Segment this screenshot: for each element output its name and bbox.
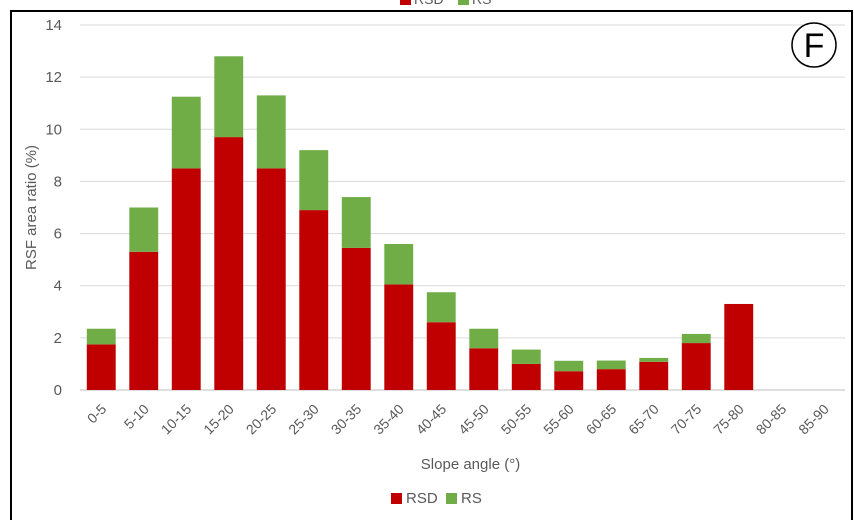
x-tick-label: 20-25 — [243, 401, 280, 438]
x-tick-label: 85-90 — [795, 401, 832, 438]
x-tick-label: 15-20 — [200, 401, 237, 438]
bar-rs-50-55 — [511, 349, 541, 364]
bar-rs-30-35 — [341, 197, 371, 248]
bar-rsd-20-25 — [256, 168, 286, 390]
x-tick-label: 0-5 — [84, 401, 110, 427]
y-tick-label: 6 — [54, 226, 62, 243]
top-legend-swatch-rsd — [400, 0, 411, 5]
bar-rs-45-50 — [469, 328, 499, 349]
bar-rsd-55-60 — [554, 371, 584, 390]
legend-swatch-rs — [446, 493, 457, 504]
top-legend-swatch-rs — [458, 0, 469, 5]
x-tick-label: 35-40 — [370, 401, 407, 438]
x-tick-label: 65-70 — [625, 401, 662, 438]
bar-rsd-0-5 — [86, 344, 116, 390]
y-tick-label: 14 — [45, 17, 62, 34]
bar-rsd-50-55 — [511, 363, 541, 390]
y-tick-label: 2 — [54, 330, 62, 347]
bar-rsd-15-20 — [214, 137, 244, 390]
y-tick-label: 10 — [45, 121, 62, 138]
y-tick-label: 4 — [54, 278, 62, 295]
bar-rs-55-60 — [554, 360, 584, 372]
top-legend-label-rsd: RSD — [414, 0, 444, 7]
y-axis-title: RSF area ratio (%) — [23, 145, 40, 270]
x-tick-label: 70-75 — [668, 401, 705, 438]
y-tick-label: 0 — [54, 382, 62, 399]
x-tick-label: 60-65 — [583, 401, 620, 438]
bar-rsd-30-35 — [341, 247, 371, 390]
y-tick-label: 12 — [45, 69, 62, 86]
bar-rsd-45-50 — [469, 348, 499, 390]
bar-rs-40-45 — [426, 292, 456, 323]
x-tick-label: 50-55 — [498, 401, 535, 438]
bar-rsd-35-40 — [384, 284, 414, 390]
bar-rs-20-25 — [256, 95, 286, 169]
panel-label: F — [804, 27, 825, 65]
bar-rsd-75-80 — [724, 303, 754, 390]
bar-rs-25-30 — [299, 150, 329, 211]
bar-rsd-60-65 — [596, 369, 626, 390]
x-tick-label: 75-80 — [710, 401, 747, 438]
bar-rsd-70-75 — [681, 343, 711, 390]
bar-rsd-5-10 — [129, 251, 159, 390]
x-tick-label: 55-60 — [540, 401, 577, 438]
legend-label-rs: RS — [461, 490, 482, 507]
legend-label-rsd: RSD — [406, 490, 438, 507]
x-tick-label: 10-15 — [158, 401, 195, 438]
x-axis-title: Slope angle (°) — [421, 456, 520, 473]
x-tick-label: 40-45 — [413, 401, 450, 438]
legend-swatch-rsd — [391, 493, 402, 504]
bar-rs-15-20 — [214, 56, 244, 138]
bar-rs-60-65 — [596, 360, 626, 370]
figure-frame — [10, 10, 853, 520]
bar-rs-70-75 — [681, 333, 711, 344]
bar-rsd-10-15 — [171, 168, 201, 390]
bar-rs-10-15 — [171, 96, 201, 169]
x-tick-label: 30-35 — [328, 401, 365, 438]
x-tick-label: 45-50 — [455, 401, 492, 438]
bar-rsd-65-70 — [639, 361, 669, 390]
panel-label-circle — [791, 22, 837, 68]
bar-rsd-40-45 — [426, 322, 456, 390]
x-tick-label: 5-10 — [121, 401, 152, 432]
bar-rs-0-5 — [86, 328, 116, 345]
top-legend-label-rs: RS — [472, 0, 491, 7]
bar-rs-35-40 — [384, 244, 414, 285]
x-tick-label: 80-85 — [753, 401, 790, 438]
bar-rsd-25-30 — [299, 210, 329, 390]
bar-rs-5-10 — [129, 207, 159, 252]
y-tick-label: 8 — [54, 173, 62, 190]
x-tick-label: 25-30 — [285, 401, 322, 438]
bar-rs-65-70 — [639, 357, 669, 362]
